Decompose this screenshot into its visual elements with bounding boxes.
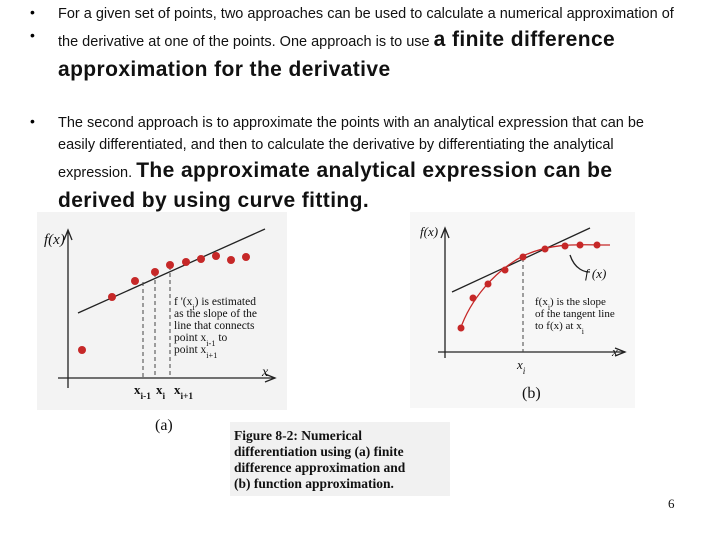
label-part: f(x (535, 296, 548, 308)
paragraph: For a given set of points, two approache… (58, 3, 678, 85)
label-part: ) is estimated (195, 296, 257, 308)
dashed-guides (142, 266, 171, 378)
subscript: i-1 (206, 339, 215, 348)
figure-a-bg (37, 212, 287, 410)
label: f (x) (585, 266, 606, 281)
label: differentiation using (a) finite (234, 444, 404, 459)
paragraph-text: For a given set of points, two approache… (58, 6, 674, 50)
subscript: i+1 (181, 392, 194, 402)
subscript: i (163, 392, 166, 402)
label: (a) (155, 417, 173, 434)
points-b (457, 241, 601, 332)
label: f(xi) is the slope (535, 296, 606, 312)
label-part: line that connects (174, 320, 255, 332)
subscript: i (582, 327, 585, 336)
label-part: of the tangent line (535, 308, 615, 320)
subscript: i+1 (206, 351, 217, 360)
emphasis: The approximate analytical expression ca… (58, 159, 613, 212)
label: f(x) (420, 224, 438, 239)
label-part: as the slope of the (174, 308, 257, 320)
label-part: ) is the slope (550, 296, 606, 308)
label-part: x (516, 357, 523, 372)
label: x (611, 344, 618, 359)
label: x (261, 365, 269, 380)
label-part: x (134, 382, 141, 397)
label: point xi+1 (174, 344, 217, 360)
subscript: i (548, 303, 551, 312)
paragraph: The second approach is to approximate th… (58, 112, 668, 216)
bullet: • (30, 113, 35, 129)
subscript: i-1 (141, 392, 152, 402)
label: 6 (668, 496, 675, 511)
label: xi (156, 382, 166, 402)
paragraph-text: The second approach is to approximate th… (58, 115, 644, 181)
label-part: f '(x (174, 296, 193, 308)
label: difference approximation and (234, 460, 406, 475)
label: as the slope of the (174, 308, 257, 320)
label: (b) (522, 385, 541, 402)
label: point xi-1 to (174, 332, 228, 348)
label: line that connects (174, 320, 255, 332)
bullet: • (30, 27, 35, 43)
points-a (78, 252, 250, 354)
bullet: • (30, 4, 35, 20)
label-part: x (156, 382, 163, 397)
label-part: to f(x) at x (535, 320, 582, 332)
label-part: to (215, 332, 227, 344)
subscript: i (192, 303, 195, 312)
emphasis: a finite difference approximation for th… (58, 28, 616, 81)
label: f(x) (44, 232, 65, 248)
label-part: point x (174, 332, 207, 344)
label: Figure 8-2: Numerical (234, 428, 362, 443)
label: xi (516, 357, 526, 377)
label-part: x (174, 382, 181, 397)
caption-bg (230, 422, 450, 496)
label-part: point x (174, 344, 207, 356)
label: xi+1 (174, 382, 193, 402)
label: f '(xi) is estimated (174, 296, 256, 312)
label: (b) function approximation. (234, 476, 394, 491)
label: xi-1 (134, 382, 151, 402)
label: of the tangent line (535, 308, 615, 320)
subscript: i (523, 367, 526, 377)
label: to f(x) at xi (535, 320, 585, 336)
